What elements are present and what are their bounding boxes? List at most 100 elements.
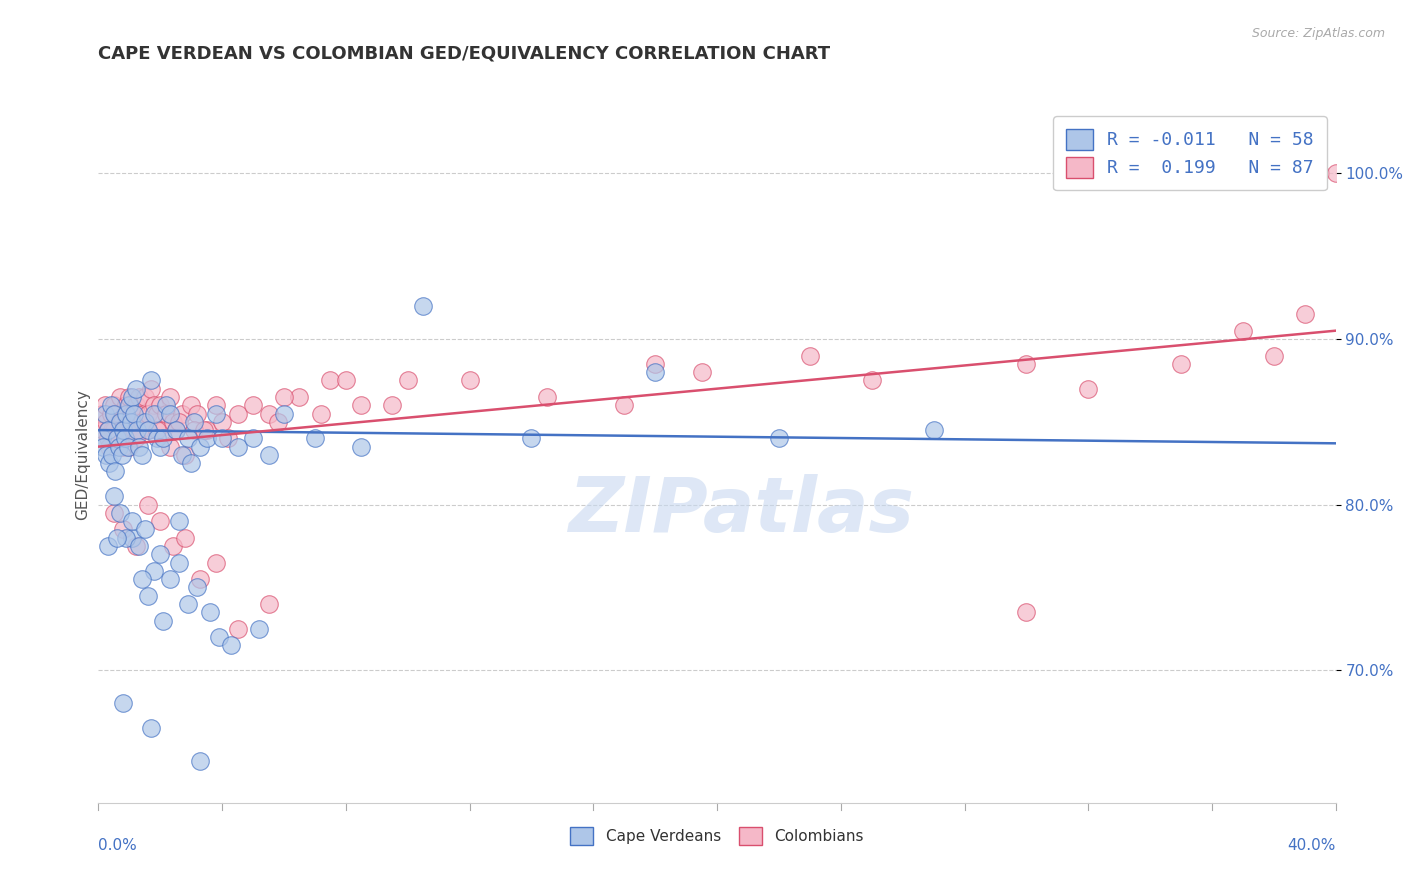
Point xyxy=(117,440,139,454)
Point xyxy=(114,431,136,445)
Point xyxy=(613,398,636,412)
Y-axis label: GED/Equivalency: GED/Equivalency xyxy=(75,390,90,520)
Point xyxy=(247,622,270,636)
Point xyxy=(136,407,159,421)
Point xyxy=(1232,324,1254,338)
Point xyxy=(183,415,205,429)
Point xyxy=(101,423,124,437)
Point xyxy=(273,390,295,404)
Point xyxy=(190,572,212,586)
Point xyxy=(1077,382,1099,396)
Point xyxy=(91,440,114,454)
Point xyxy=(128,539,150,553)
Point xyxy=(167,415,190,429)
Point xyxy=(174,531,197,545)
Point xyxy=(129,423,152,437)
Point xyxy=(103,407,125,421)
Point xyxy=(304,431,326,445)
Point xyxy=(100,407,122,421)
Point xyxy=(136,498,159,512)
Point xyxy=(122,423,145,437)
Point xyxy=(93,407,115,421)
Point xyxy=(117,423,139,437)
Point xyxy=(167,556,190,570)
Point xyxy=(112,440,135,454)
Point xyxy=(139,373,162,387)
Point xyxy=(143,564,166,578)
Point xyxy=(183,423,205,437)
Point xyxy=(91,423,114,437)
Point xyxy=(139,721,162,735)
Point xyxy=(257,597,280,611)
Point xyxy=(136,589,159,603)
Point xyxy=(1170,357,1192,371)
Point xyxy=(1294,307,1316,321)
Point xyxy=(1015,605,1038,619)
Point xyxy=(186,407,208,421)
Point xyxy=(226,622,249,636)
Point xyxy=(118,440,141,454)
Point xyxy=(131,415,153,429)
Point xyxy=(396,373,419,387)
Point xyxy=(273,407,295,421)
Point xyxy=(98,440,121,454)
Point xyxy=(127,423,149,437)
Point xyxy=(267,415,290,429)
Point xyxy=(226,407,249,421)
Point xyxy=(90,431,112,445)
Point xyxy=(152,614,174,628)
Point xyxy=(146,407,169,421)
Point xyxy=(195,423,218,437)
Point xyxy=(108,390,131,404)
Point xyxy=(136,423,159,437)
Point xyxy=(257,448,280,462)
Point xyxy=(122,407,145,421)
Point xyxy=(103,506,125,520)
Point xyxy=(121,415,143,429)
Point xyxy=(288,390,311,404)
Point xyxy=(644,357,666,371)
Point xyxy=(350,398,373,412)
Point xyxy=(860,373,883,387)
Point xyxy=(799,349,821,363)
Point xyxy=(124,539,146,553)
Point xyxy=(112,423,135,437)
Point xyxy=(193,423,215,437)
Point xyxy=(149,440,172,454)
Point xyxy=(107,415,129,429)
Point xyxy=(922,423,945,437)
Point xyxy=(211,431,233,445)
Point xyxy=(174,448,197,462)
Point xyxy=(139,382,162,396)
Point xyxy=(120,415,142,429)
Point xyxy=(131,448,153,462)
Point xyxy=(111,448,132,462)
Point xyxy=(103,398,125,412)
Point xyxy=(134,415,156,429)
Point xyxy=(101,448,124,462)
Point xyxy=(149,547,172,561)
Point xyxy=(96,448,118,462)
Point xyxy=(226,440,249,454)
Point xyxy=(180,398,202,412)
Point xyxy=(190,755,212,769)
Point xyxy=(97,539,120,553)
Point xyxy=(1324,166,1347,180)
Point xyxy=(108,415,131,429)
Point xyxy=(208,630,231,644)
Point xyxy=(100,398,122,412)
Point xyxy=(195,431,218,445)
Point xyxy=(149,514,172,528)
Point xyxy=(97,423,120,437)
Point xyxy=(121,531,143,545)
Point xyxy=(97,431,120,445)
Point xyxy=(124,431,146,445)
Point xyxy=(205,398,228,412)
Point xyxy=(690,365,713,379)
Point xyxy=(108,506,131,520)
Text: ZIPatlas: ZIPatlas xyxy=(569,474,915,548)
Point xyxy=(120,407,142,421)
Point xyxy=(152,431,174,445)
Point xyxy=(155,407,177,421)
Point xyxy=(536,390,558,404)
